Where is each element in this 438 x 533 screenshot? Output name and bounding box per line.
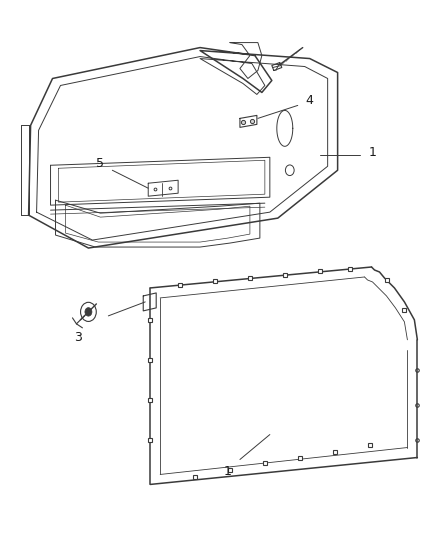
- Text: 1: 1: [224, 465, 232, 478]
- Text: 5: 5: [96, 157, 104, 170]
- Text: 4: 4: [306, 94, 314, 107]
- Circle shape: [85, 308, 92, 316]
- Text: 1: 1: [368, 146, 376, 159]
- Text: 3: 3: [74, 332, 82, 344]
